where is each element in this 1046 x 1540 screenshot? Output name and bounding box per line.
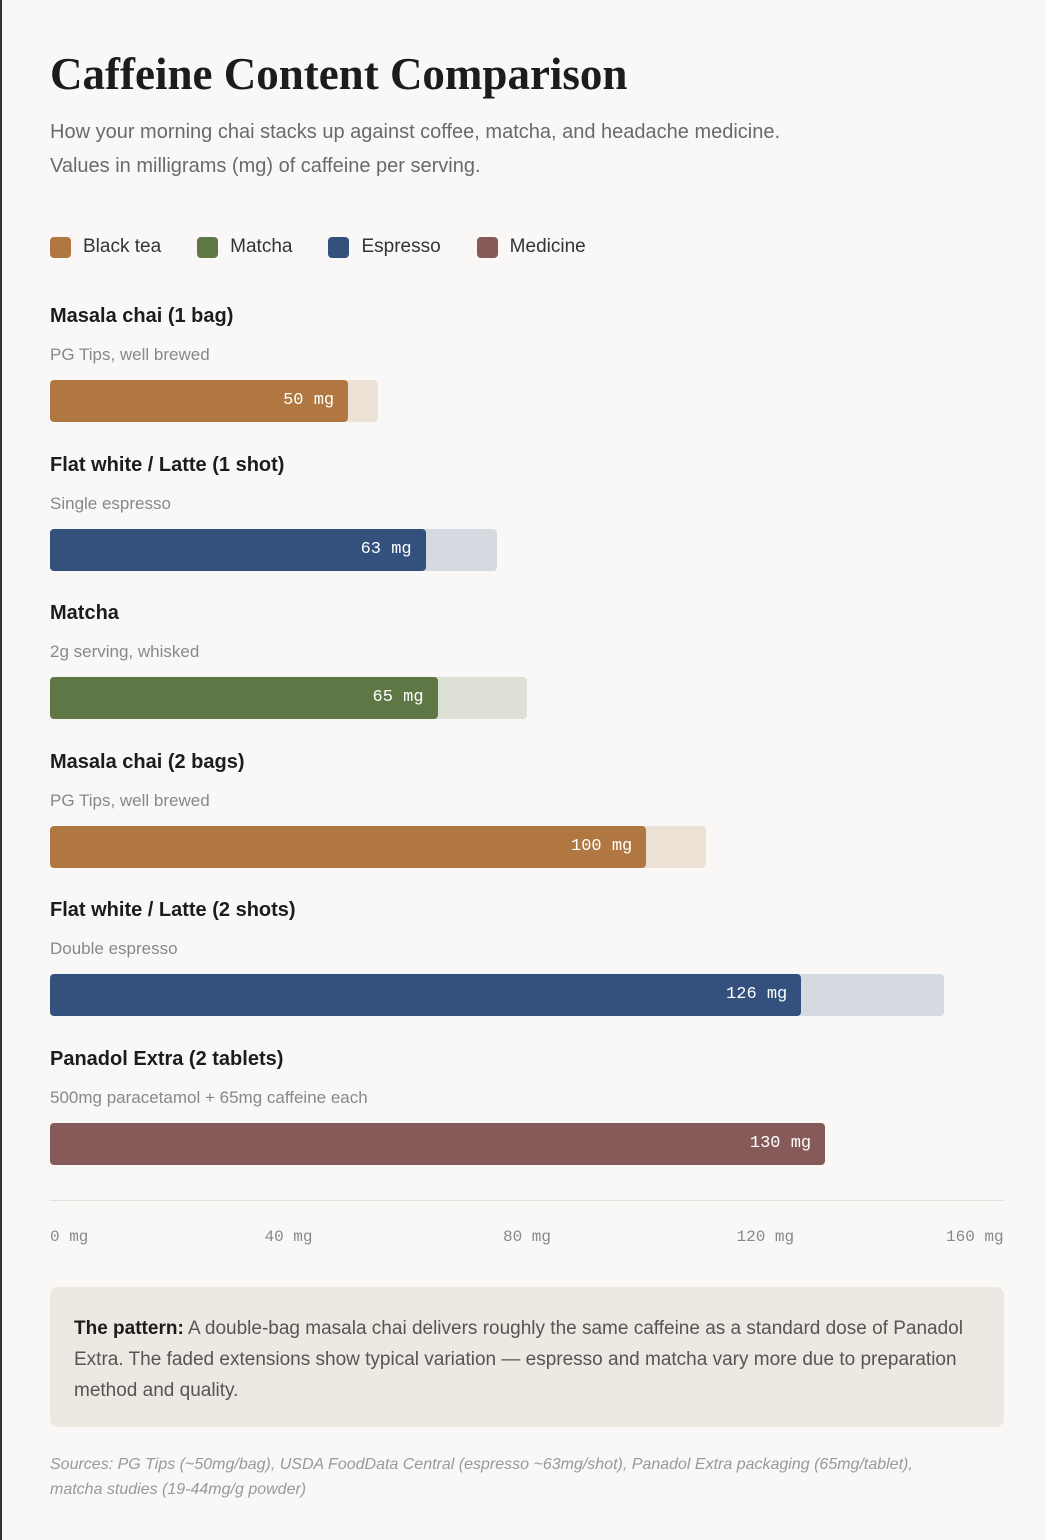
note: The pattern: A double-bag masala chai de… — [50, 1287, 1004, 1427]
legend-label: Black tea — [83, 236, 162, 257]
bar: 126 mg — [50, 974, 802, 1016]
x-tick-label: 160 mg — [946, 1228, 1004, 1246]
legend-item: Espresso — [328, 236, 441, 258]
category-label: Matcha — [50, 602, 119, 624]
category-description: Single espresso — [50, 493, 171, 513]
bar: 100 mg — [50, 825, 647, 868]
bar: 65 mg — [50, 677, 438, 719]
legend-swatch — [476, 236, 498, 258]
category-description: PG Tips, well brewed — [50, 345, 210, 364]
category-description: PG Tips, well brewed — [50, 790, 210, 810]
category-description: 500mg paracetamol + 65mg caffeine each — [50, 1087, 368, 1107]
legend-label: Matcha — [230, 236, 293, 257]
x-tick-label: 40 mg — [264, 1228, 313, 1246]
x-tick-label: 80 mg — [503, 1228, 552, 1246]
window-edge — [0, 0, 2, 1540]
legend-item: Black tea — [50, 236, 161, 258]
bar: 130 mg — [50, 1122, 826, 1165]
legend-item: Matcha — [197, 236, 292, 258]
legend-swatch — [50, 236, 71, 258]
value-label: 100 mg — [571, 836, 633, 856]
bar: 50 mg — [50, 380, 349, 422]
note-text: A double-bag masala chai delivers roughl… — [74, 1318, 963, 1401]
legend-label: Medicine — [509, 236, 586, 257]
chart-title: Caffeine Content Comparison — [50, 49, 628, 99]
category-label: Flat white / Latte (2 shots) — [50, 899, 296, 921]
sources: Sources: PG Tips (~50mg/bag), USDA FoodD… — [50, 1456, 913, 1498]
bar: 63 mg — [50, 528, 426, 571]
category-label: Masala chai (2 bags) — [50, 750, 245, 773]
value-label: 50 mg — [283, 391, 335, 410]
category-label: Masala chai (1 bag) — [50, 305, 234, 327]
value-label: 130 mg — [749, 1133, 812, 1153]
category-description: 2g serving, whisked — [50, 642, 200, 661]
category-label: Flat white / Latte (1 shot) — [50, 453, 285, 476]
subtitle: How your morning chai stacks up against … — [50, 121, 781, 143]
value-label: 65 mg — [372, 688, 424, 707]
category-description: Double espresso — [50, 939, 178, 958]
value-label: 126 mg — [726, 985, 788, 1004]
note-label: The pattern: — [74, 1318, 184, 1339]
axis-line — [50, 1200, 1004, 1201]
legend: Black tea Matcha Espresso Medicine — [50, 236, 586, 258]
x-tick-label: 120 mg — [736, 1228, 795, 1246]
legend-swatch — [328, 236, 350, 258]
legend-swatch — [197, 236, 219, 258]
subtitle: Values in milligrams (mg) of caffeine pe… — [50, 155, 481, 177]
category-label: Panadol Extra (2 tablets) — [50, 1047, 284, 1070]
value-label: 63 mg — [360, 539, 412, 559]
legend-label: Espresso — [361, 236, 441, 257]
x-tick-label: 0 mg — [50, 1228, 89, 1246]
legend-item: Medicine — [476, 236, 586, 258]
